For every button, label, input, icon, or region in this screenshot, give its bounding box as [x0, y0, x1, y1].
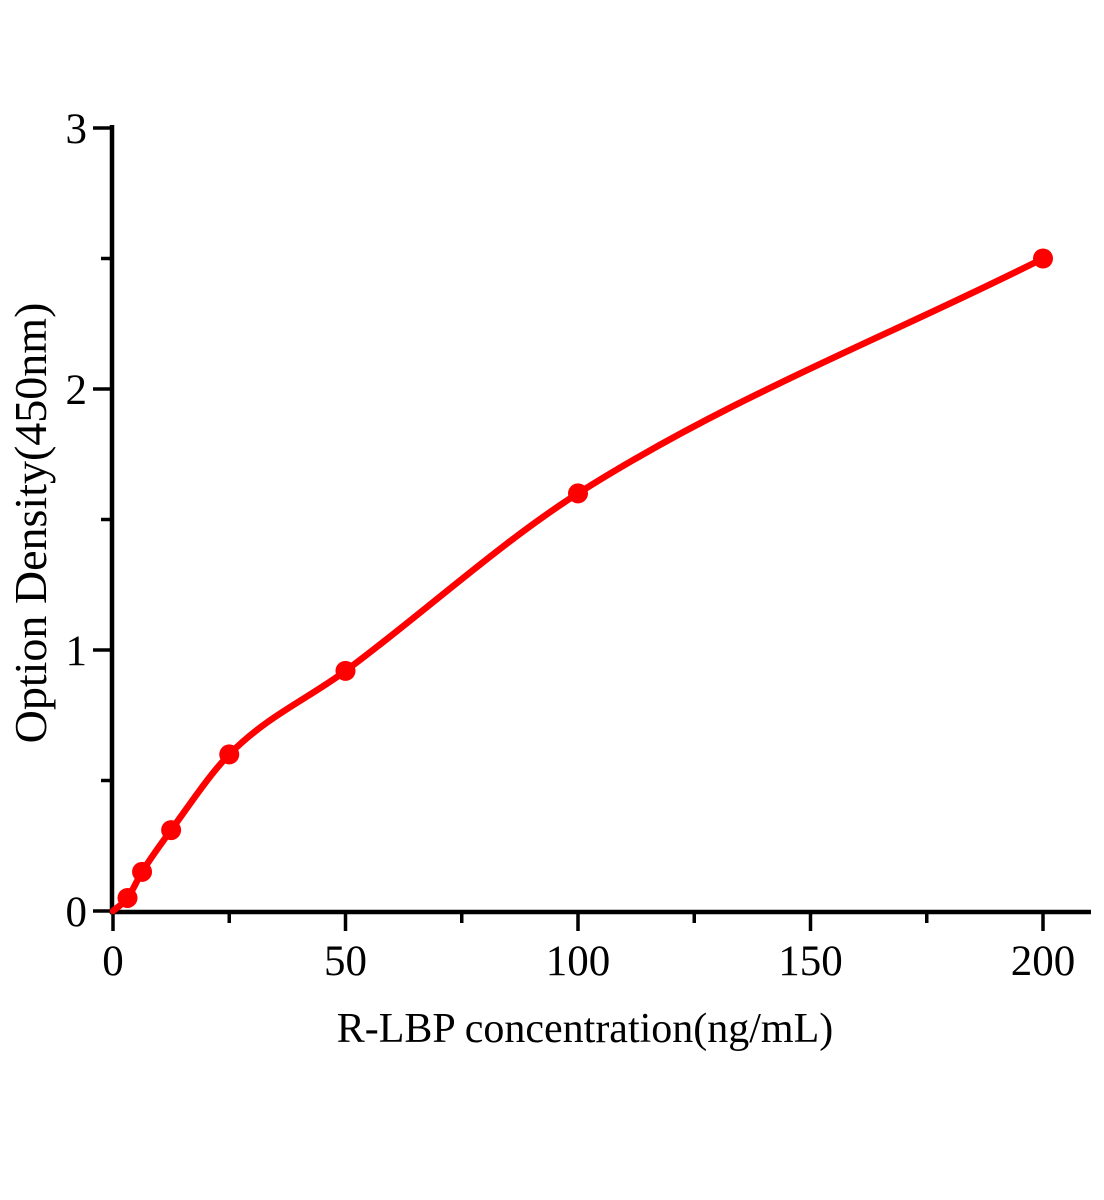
x-tick-label: 100 [546, 938, 611, 985]
tick-layer [93, 126, 1045, 931]
data-point-marker [335, 660, 356, 681]
x-axis-title: R-LBP concentration(ng/mL) [337, 1006, 834, 1052]
y-tick-label: 0 [66, 889, 88, 936]
x-tick-label: 50 [324, 938, 367, 985]
x-tick-label: 200 [1011, 938, 1076, 985]
data-points [117, 248, 1053, 908]
data-point-marker [1033, 248, 1053, 269]
data-point-marker [219, 744, 240, 765]
y-tick-label: 2 [66, 367, 88, 414]
tick-label-layer: 0 50 100 150 200 0 1 2 3 [66, 106, 1076, 985]
data-point-marker [117, 887, 138, 908]
fit-curve [109, 255, 1047, 915]
y-axis-title: Option Density(450nm) [5, 303, 56, 744]
y-tick-label: 1 [66, 628, 88, 675]
data-point-marker [568, 483, 588, 504]
axes-layer [109, 125, 1091, 915]
data-point-marker [161, 820, 182, 841]
y-tick-label: 3 [66, 106, 88, 153]
x-tick-label: 0 [102, 938, 124, 985]
x-tick-label: 150 [778, 938, 843, 985]
data-point-marker [132, 861, 153, 882]
